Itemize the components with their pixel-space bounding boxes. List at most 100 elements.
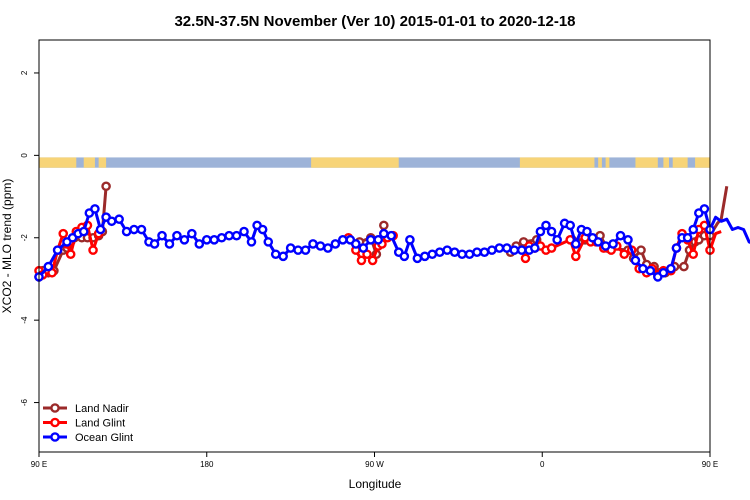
data-point-ocean-glint <box>442 245 452 255</box>
data-point-ocean-glint <box>78 226 89 237</box>
chart-title: 32.5N-37.5N November (Ver 10) 2015-01-01… <box>174 13 575 30</box>
data-point-ocean-glint <box>582 226 592 237</box>
data-point-ocean-glint <box>224 230 234 241</box>
land-band-segment <box>311 157 399 168</box>
data-point-ocean-glint <box>157 230 167 241</box>
data-point-land-glint <box>367 255 378 266</box>
y-axis-label: XCO2 - MLO trend (ppm) <box>0 179 14 314</box>
data-point-ocean-glint <box>541 220 551 231</box>
data-point-ocean-glint <box>308 239 318 249</box>
data-point-ocean-glint <box>552 235 562 245</box>
data-point-ocean-glint <box>209 235 220 245</box>
data-point-ocean-glint <box>239 226 249 237</box>
data-point-ocean-glint <box>300 245 311 255</box>
x-tick-label: 0 <box>540 460 545 469</box>
y-axis: 2 0 -2 -4 -6 <box>20 70 39 406</box>
data-point-ocean-glint <box>179 235 190 245</box>
legend-label-land-glint: Land Glint <box>75 418 125 430</box>
data-point-ocean-glint <box>315 241 326 251</box>
data-point-ocean-glint <box>172 230 182 241</box>
data-point-ocean-glint <box>338 235 348 245</box>
data-point-ocean-glint <box>201 235 212 245</box>
data-point-ocean-glint <box>420 251 430 262</box>
data-point-ocean-glint <box>412 253 423 264</box>
legend-marker-ocean-glint <box>50 432 60 442</box>
data-point-ocean-glint <box>323 243 333 253</box>
data-point-land-glint <box>520 253 531 264</box>
data-point-ocean-glint <box>546 226 557 237</box>
x-axis: 90 E 180 90 W 0 90 E <box>31 452 718 469</box>
data-point-ocean-glint <box>216 232 227 243</box>
legend-marker-land-glint <box>50 417 60 428</box>
data-point-land-nadir <box>379 220 389 231</box>
data-point-ocean-glint <box>114 214 124 225</box>
data-point-land-nadir <box>679 261 689 272</box>
y-tick-label: -4 <box>20 316 29 324</box>
data-point-ocean-glint <box>373 235 384 245</box>
data-point-land-nadir <box>636 245 646 255</box>
data-point-ocean-glint <box>682 232 693 243</box>
data-point-ocean-glint <box>358 243 369 253</box>
data-point-ocean-glint <box>502 243 512 253</box>
series-ocean-glint <box>34 204 750 282</box>
legend-marker-land-nadir <box>50 403 60 413</box>
data-point-ocean-glint <box>472 247 482 257</box>
data-point-ocean-glint <box>699 204 710 214</box>
data-point-ocean-glint <box>494 243 505 253</box>
data-point-ocean-glint <box>565 220 576 231</box>
data-point-ocean-glint <box>405 235 415 245</box>
data-point-ocean-glint <box>688 224 699 235</box>
land-band-segment <box>695 157 710 168</box>
data-point-ocean-glint <box>434 247 445 257</box>
y-tick-label: 2 <box>20 70 29 75</box>
data-point-ocean-glint <box>330 239 341 249</box>
data-point-ocean-glint <box>386 230 397 241</box>
landmask-band <box>39 157 710 168</box>
data-point-ocean-glint <box>487 245 497 255</box>
data-point-ocean-glint <box>121 226 132 237</box>
data-point-ocean-glint <box>608 239 618 249</box>
data-point-land-glint <box>58 228 69 239</box>
data-point-ocean-glint <box>399 251 410 262</box>
data-point-ocean-glint <box>149 239 160 249</box>
data-point-ocean-glint <box>666 263 676 274</box>
data-point-ocean-glint <box>351 239 361 249</box>
data-point-ocean-glint <box>671 243 682 253</box>
data-point-ocean-glint <box>516 245 527 255</box>
data-point-ocean-glint <box>535 226 546 237</box>
data-point-ocean-glint <box>90 204 100 214</box>
legend: Land Nadir Land Glint Ocean Glint <box>43 403 133 444</box>
data-point-ocean-glint <box>529 243 540 253</box>
legend-label-land-nadir: Land Nadir <box>75 403 129 415</box>
data-point-ocean-glint <box>449 247 460 257</box>
data-point-ocean-glint <box>136 224 147 235</box>
x-tick-label: 180 <box>200 460 214 469</box>
data-point-ocean-glint <box>630 255 641 266</box>
land-band-segment <box>605 157 610 168</box>
data-point-land-glint <box>619 249 630 260</box>
legend-label-ocean-glint: Ocean Glint <box>75 432 133 444</box>
land-band-segment <box>519 157 595 168</box>
series-layer <box>34 181 750 282</box>
data-point-ocean-glint <box>129 224 139 235</box>
data-point-land-glint <box>546 243 557 253</box>
data-point-ocean-glint <box>427 249 438 260</box>
data-point-ocean-glint <box>285 243 296 253</box>
data-point-land-nadir <box>101 181 111 192</box>
data-point-ocean-glint <box>571 239 581 249</box>
land-band-segment <box>83 157 95 168</box>
data-point-ocean-glint <box>164 239 175 249</box>
x-axis-label: Longitude <box>349 477 402 491</box>
data-point-ocean-glint <box>638 263 648 274</box>
data-point-ocean-glint <box>187 228 197 239</box>
data-point-ocean-glint <box>246 237 257 247</box>
data-point-land-glint <box>571 251 581 262</box>
data-point-ocean-glint <box>257 224 268 235</box>
data-point-ocean-glint <box>43 261 54 272</box>
data-point-ocean-glint <box>593 237 603 247</box>
data-point-ocean-glint <box>52 245 63 255</box>
data-point-land-glint <box>688 249 699 260</box>
land-band-segment <box>635 157 658 168</box>
data-point-ocean-glint <box>263 237 274 247</box>
